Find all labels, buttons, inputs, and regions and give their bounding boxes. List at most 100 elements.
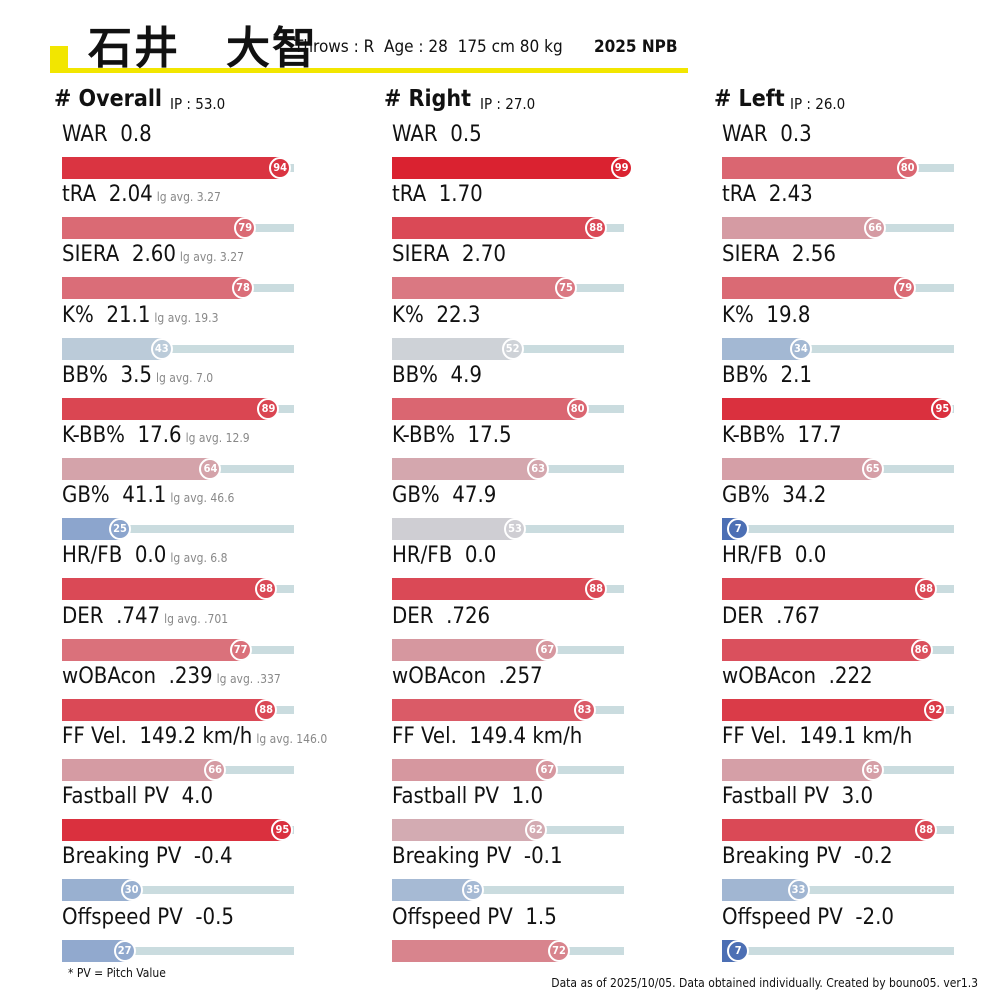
metric-label-line: Breaking PV -0.4 [62,844,233,870]
percentile-bar [392,397,578,420]
metric-row: GB% 47.9 53 [384,483,704,543]
metric-label: tRA 1.70 [392,182,483,208]
footnote: * PV = Pitch Value [68,966,166,980]
percentile-badge: 63 [527,458,550,480]
percentile-bar [722,157,908,179]
league-average-label: lg avg. .701 [164,611,229,626]
percentile-bar [62,157,281,179]
column-title: # Overall [54,86,162,112]
metric-label-line: SIERA 2.70 [392,242,506,268]
metric-label: DER .767 [722,603,821,629]
percentile-bar [392,759,548,781]
percentile-bar [62,939,125,962]
column-ip: IP : 26.0 [790,95,846,113]
metric-label: K-BB% 17.6 [62,423,182,448]
metric-row: WAR 0.5 99 [384,122,704,182]
metric-label-line: wOBAcon .222 [722,664,873,690]
metric-label-line: GB% 34.2 [722,483,826,509]
percentile-bar [392,337,513,360]
metric-label: wOBAcon .239 [62,663,213,689]
header-underline [50,68,688,73]
percentile-badge: 80 [566,397,589,420]
metric-row: SIERA 2.56 79 [714,242,1000,302]
metric-label: K% 22.3 [392,302,481,328]
percentile-track [62,886,294,895]
metric-label: Breaking PV -0.4 [62,844,233,870]
percentile-badge: 7 [727,518,750,541]
metric-label: GB% 34.2 [722,483,827,509]
percentile-badge: 80 [896,157,919,179]
percentile-badge: 66 [864,217,887,240]
percentile-bar [392,939,560,962]
metric-label-line: WAR 0.8 [62,122,152,148]
metric-row: FF Vel. 149.1 km/h 65 [714,724,1000,784]
percentile-bar [62,397,269,420]
league-average-label: lg avg. 12.9 [185,431,250,445]
percentile-badge: 99 [610,157,633,179]
percentile-track [722,525,954,534]
metric-label: K-BB% 17.5 [392,423,512,448]
percentile-bar [392,217,597,240]
column-0: # Overall IP : 53.0 WAR 0.8 94 tRA 2.04 lg av… [54,86,374,966]
percentile-bar [62,578,267,601]
percentile-badge: 83 [573,698,596,721]
percentile-badge: 89 [257,397,280,420]
metric-label-line: DER .747 lg avg. .701 [62,604,228,632]
percentile-bar [62,458,211,480]
metric-label-line: BB% 4.9 [392,363,482,389]
percentile-badge: 75 [555,277,577,300]
percentile-track [722,344,954,353]
percentile-bar [722,638,922,661]
metric-label: SIERA 2.70 [392,242,506,268]
metric-label: BB% 2.1 [722,362,812,388]
metric-row: BB% 4.9 80 [384,363,704,423]
metric-label-line: K-BB% 17.6 lg avg. 12.9 [62,423,250,451]
percentile-bar [392,458,539,480]
metric-label: WAR 0.8 [62,122,152,147]
column-ip: IP : 53.0 [170,95,226,113]
percentile-badge: 88 [585,578,608,601]
metric-row: K% 21.1 lg avg. 19.3 43 [54,303,374,363]
header-accent-block [50,46,68,71]
metric-label: Offspeed PV -2.0 [722,904,894,930]
percentile-bar [392,638,548,661]
percentile-bar [722,759,873,781]
percentile-badge: 88 [255,578,278,601]
metric-label: Fastball PV 4.0 [62,784,214,810]
metric-label: SIERA 2.60 [62,242,176,268]
percentile-track [722,946,954,955]
metric-label: SIERA 2.56 [722,242,836,268]
metric-row: FF Vel. 149.4 km/h 67 [384,724,704,784]
metric-label: DER .726 [392,603,491,629]
league-average-label: lg avg. 46.6 [170,491,235,506]
percentile-badge: 62 [524,819,547,842]
metric-label-line: wOBAcon .239 lg avg. .337 [62,664,281,692]
credit-line: Data as of 2025/10/05. Data obtained ind… [551,976,978,990]
metric-label-line: BB% 2.1 [722,363,812,389]
metric-row: wOBAcon .239 lg avg. .337 88 [54,664,374,724]
metric-row: Offspeed PV 1.5 72 [384,905,704,965]
metric-row: K% 19.8 34 [714,303,1000,363]
league-average-label: lg avg. 3.27 [156,190,221,205]
percentile-bar [722,819,927,842]
metric-label-line: GB% 41.1 lg avg. 46.6 [62,483,234,511]
metric-row: Offspeed PV -2.0 7 [714,905,1000,965]
metric-row: DER .747 lg avg. .701 77 [54,604,374,664]
metric-label-line: HR/FB 0.0 [392,543,496,569]
percentile-track [62,946,294,955]
percentile-badge: 88 [915,578,938,601]
metric-label: HR/FB 0.0 [392,543,497,569]
percentile-badge: 64 [199,458,222,480]
metric-label: tRA 2.43 [722,182,813,208]
metric-label-line: Fastball PV 3.0 [722,784,873,810]
metric-label-line: K% 21.1 lg avg. 19.3 [62,303,218,331]
percentile-bar [62,879,132,902]
percentile-bar [392,819,536,842]
metric-label-line: Fastball PV 4.0 [62,784,213,810]
percentile-badge: 86 [910,638,933,661]
metric-label-line: K-BB% 17.7 [722,423,842,449]
metric-row: Fastball PV 4.0 95 [54,784,374,844]
metric-row: BB% 2.1 95 [714,363,1000,423]
metric-label-line: FF Vel. 149.4 km/h [392,724,582,750]
metric-row: Breaking PV -0.4 30 [54,844,374,904]
